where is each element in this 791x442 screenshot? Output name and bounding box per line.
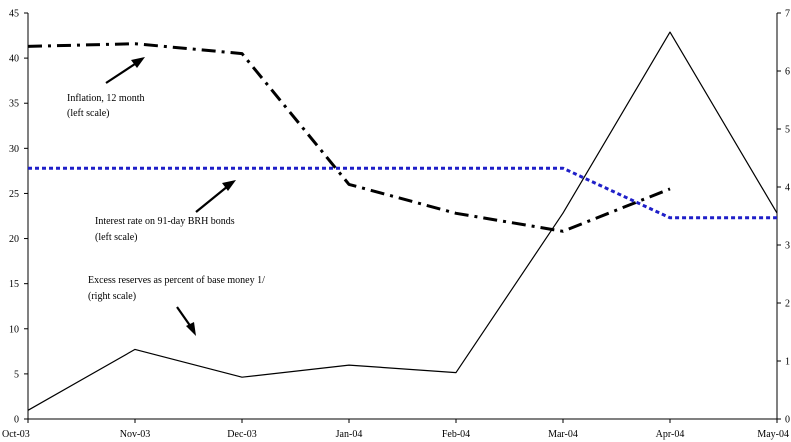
annotation-inflation-line-2: (left scale) xyxy=(67,108,109,119)
annotation-interest-rate: Interest rate on 91-day BRH bonds (left … xyxy=(95,180,236,243)
left-tick-label: 30 xyxy=(9,144,19,155)
svg-text:(left scale): (left scale) xyxy=(67,108,109,119)
annotation-interest-rate-line-1: Interest rate on 91-day BRH bonds xyxy=(95,216,235,227)
left-tick-label: 20 xyxy=(9,234,19,245)
right-tick-label: 5 xyxy=(785,125,790,136)
right-axis-ticks: 0 1 2 3 4 5 6 7 xyxy=(777,9,790,426)
annotation-interest-rate-arrowhead xyxy=(222,180,236,191)
right-tick-label: 6 xyxy=(785,67,790,78)
right-tick-label: 0 xyxy=(785,415,790,426)
annotation-inflation-line-1: Inflation, 12 month xyxy=(67,93,145,104)
x-tick-label: Dec-03 xyxy=(227,429,256,440)
x-tick-label: Oct-03 xyxy=(2,429,30,440)
left-tick-label: 45 xyxy=(9,9,19,20)
annotation-excess-reserves-arrow xyxy=(176,306,192,328)
annotation-inflation: Inflation, 12 month (left scale) xyxy=(67,57,145,119)
annotation-interest-rate-line-2: (left scale) xyxy=(95,232,137,243)
series-excess-reserves-line xyxy=(27,31,778,411)
annotation-inflation-arrow xyxy=(105,61,139,84)
left-axis-ticks: 0 5 10 15 20 25 30 35 40 45 xyxy=(9,9,28,426)
x-tick-label: Apr-04 xyxy=(656,429,685,440)
left-tick-label: 10 xyxy=(9,324,19,335)
left-tick-label: 5 xyxy=(14,369,19,380)
x-tick-label: Nov-03 xyxy=(120,429,151,440)
annotation-interest-rate-arrow xyxy=(195,185,229,213)
annotation-excess-reserves-line-2: (right scale) xyxy=(88,291,136,302)
left-tick-label: 25 xyxy=(9,189,19,200)
annotation-excess-reserves-arrowhead xyxy=(186,322,196,336)
right-tick-label: 7 xyxy=(785,9,790,20)
left-tick-label: 35 xyxy=(9,99,19,110)
right-tick-label: 4 xyxy=(785,183,790,194)
annotation-excess-reserves: Excess reserves as percent of base money… xyxy=(88,275,265,336)
right-tick-label: 3 xyxy=(785,241,790,252)
svg-text:Interest rate on 91-day BRH bo: Interest rate on 91-day BRH bonds xyxy=(95,216,235,227)
plot-frame xyxy=(27,13,778,420)
x-tick-label: Feb-04 xyxy=(442,429,470,440)
annotation-inflation-arrowhead xyxy=(131,57,145,68)
right-tick-label: 1 xyxy=(785,357,790,368)
svg-text:Inflation, 12 month: Inflation, 12 month xyxy=(67,93,145,104)
svg-text:(left scale): (left scale) xyxy=(95,232,137,243)
x-tick-label: Jan-04 xyxy=(336,429,363,440)
left-tick-label: 0 xyxy=(14,415,19,426)
series-inflation-line xyxy=(27,42,671,233)
right-tick-label: 2 xyxy=(785,299,790,310)
left-tick-label: 15 xyxy=(9,279,19,290)
series-interest-rate-line xyxy=(28,166,777,220)
annotation-excess-reserves-line-1: Excess reserves as percent of base money… xyxy=(88,275,265,286)
x-tick-label: May-04 xyxy=(757,429,789,440)
series-layer xyxy=(27,31,778,411)
svg-text:(right scale): (right scale) xyxy=(88,291,136,302)
x-tick-label: Mar-04 xyxy=(548,429,578,440)
x-ticks: Oct-03 Nov-03 Dec-03 Jan-04 Feb-04 Mar-04 Apr-… xyxy=(2,419,789,440)
svg-text:Excess reserves as percent of: Excess reserves as percent of base money… xyxy=(88,275,265,286)
left-tick-label: 40 xyxy=(9,54,19,65)
